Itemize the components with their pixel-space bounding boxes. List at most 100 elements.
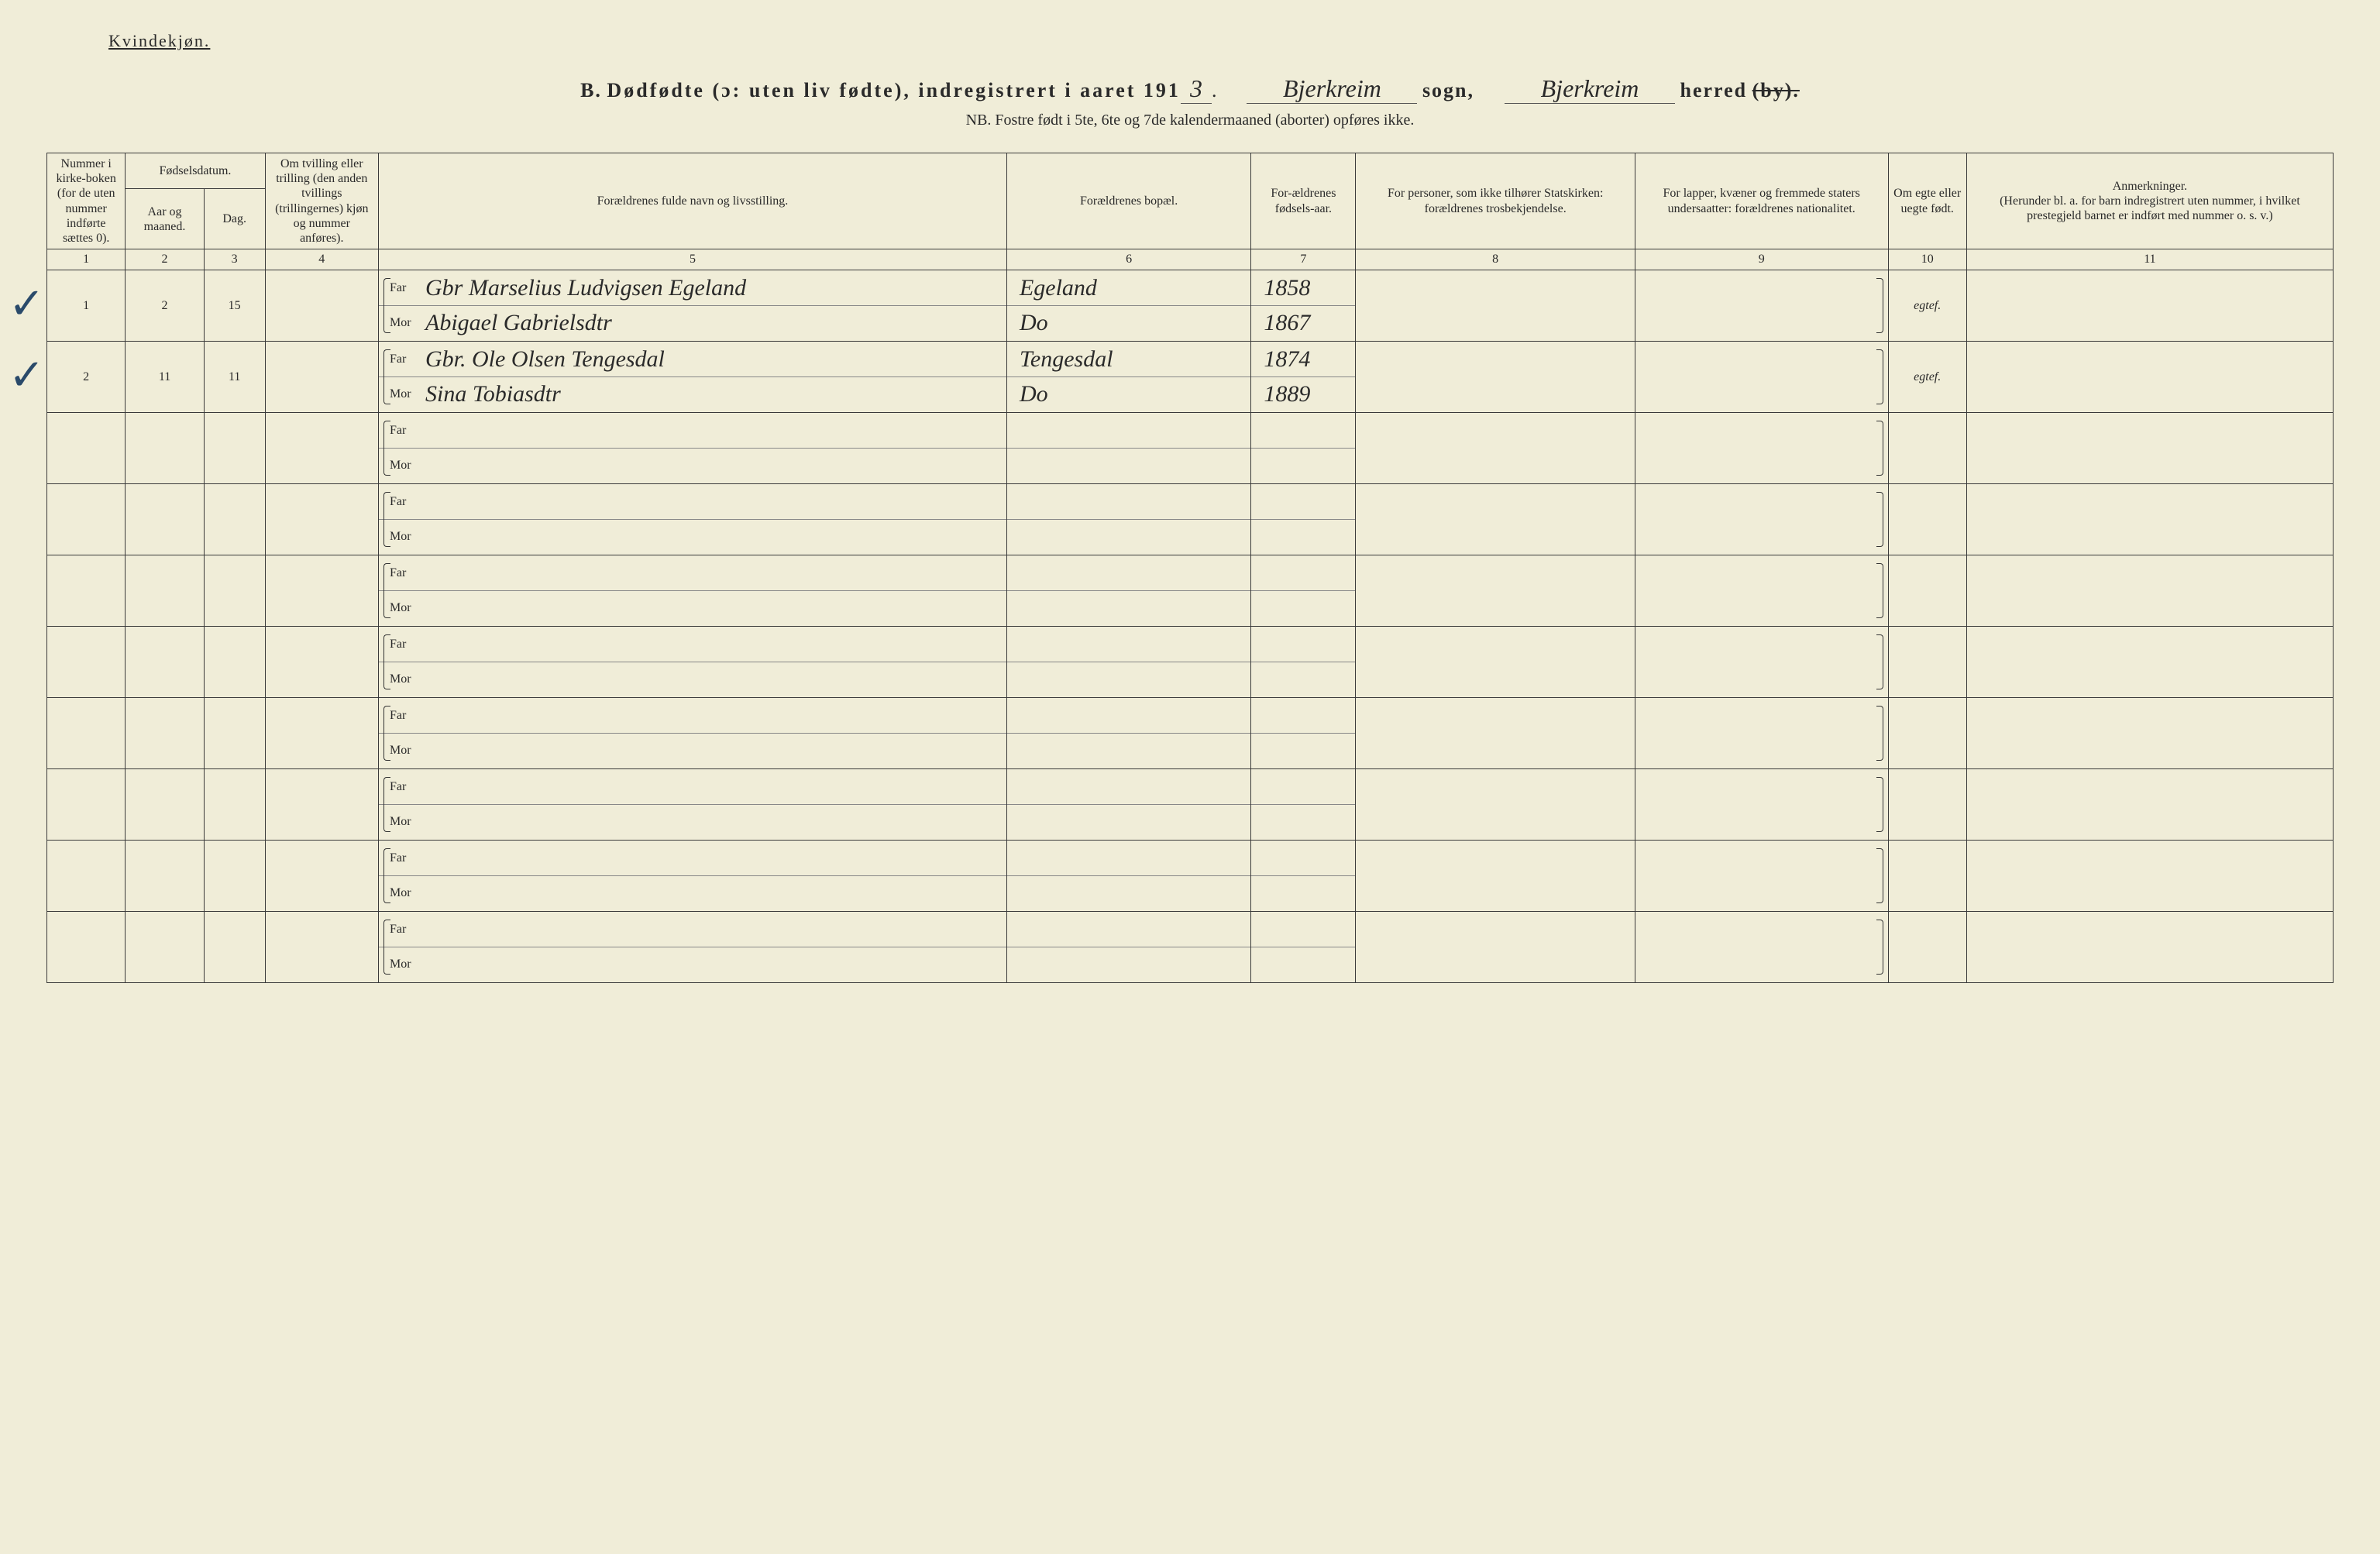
title-main: Dødfødte (ɔ: uten liv fødte), indregistr… xyxy=(607,79,1181,101)
mor-label: Mor xyxy=(383,459,418,473)
cell-day xyxy=(204,769,265,841)
cell-month xyxy=(126,698,204,769)
mother-name: Sina Tobiasdtr xyxy=(418,381,1002,407)
cell-parents: FarMor xyxy=(379,484,1007,555)
table-row: FarMor xyxy=(47,555,2334,627)
cell-residence xyxy=(1006,413,1250,484)
mor-label: Mor xyxy=(383,886,418,900)
far-label: Far xyxy=(383,495,418,509)
mother-year: 1867 xyxy=(1256,310,1350,336)
cell-legit xyxy=(1888,698,1966,769)
cell-legit xyxy=(1888,484,1966,555)
cell-residence xyxy=(1006,484,1250,555)
cell-number xyxy=(47,413,126,484)
remarks-title: Anmerkninger. xyxy=(2113,180,2187,193)
cell-residence xyxy=(1006,841,1250,912)
cell-legit xyxy=(1888,841,1966,912)
cell-parents: FarMor xyxy=(379,627,1007,698)
cell-birthyears xyxy=(1251,484,1356,555)
cell-religion xyxy=(1356,698,1635,769)
cell-day: 11 xyxy=(204,342,265,413)
cell-nationality xyxy=(1635,698,1888,769)
cell-legit xyxy=(1888,627,1966,698)
col-header-num: Nummer i kirke-boken (for de uten nummer… xyxy=(47,153,126,249)
colnum-6: 6 xyxy=(1006,249,1250,270)
cell-number xyxy=(47,698,126,769)
cell-day: 15 xyxy=(204,270,265,342)
cell-legit xyxy=(1888,769,1966,841)
cell-day xyxy=(204,555,265,627)
cell-birthyears xyxy=(1251,912,1356,983)
cell-month xyxy=(126,841,204,912)
cell-remarks xyxy=(1966,912,2333,983)
mor-label: Mor xyxy=(383,316,418,330)
cell-twin xyxy=(265,484,378,555)
far-label: Far xyxy=(383,851,418,865)
cell-nationality xyxy=(1635,912,1888,983)
cell-twin xyxy=(265,912,378,983)
father-place: Tengesdal xyxy=(1012,346,1246,373)
cell-number xyxy=(47,769,126,841)
cell-religion xyxy=(1356,484,1635,555)
cell-twin xyxy=(265,342,378,413)
cell-religion xyxy=(1356,912,1635,983)
col-header-remarks: Anmerkninger. (Herunder bl. a. for barn … xyxy=(1966,153,2333,249)
father-year: 1858 xyxy=(1256,275,1350,301)
mor-label: Mor xyxy=(383,601,418,615)
col-header-residence: Forældrenes bopæl. xyxy=(1006,153,1250,249)
cell-month xyxy=(126,413,204,484)
cell-nationality xyxy=(1635,270,1888,342)
cell-twin xyxy=(265,270,378,342)
cell-religion xyxy=(1356,627,1635,698)
table-row: FarMor xyxy=(47,912,2334,983)
form-title: B. Dødfødte (ɔ: uten liv fødte), indregi… xyxy=(46,74,2334,104)
cell-parents: FarMor xyxy=(379,698,1007,769)
cell-month xyxy=(126,484,204,555)
cell-number xyxy=(47,841,126,912)
table-body: ✓1215FarGbr Marselius Ludvigsen EgelandM… xyxy=(47,270,2334,983)
table-row: FarMor xyxy=(47,769,2334,841)
col-header-legit: Om egte eller uegte født. xyxy=(1888,153,1966,249)
cell-day xyxy=(204,841,265,912)
table-row: FarMor xyxy=(47,627,2334,698)
mor-label: Mor xyxy=(383,672,418,686)
colnum-5: 5 xyxy=(379,249,1007,270)
cell-nationality xyxy=(1635,484,1888,555)
mother-place: Do xyxy=(1012,310,1246,336)
cell-month xyxy=(126,912,204,983)
mother-name: Abigael Gabrielsdtr xyxy=(418,310,1002,336)
cell-remarks xyxy=(1966,413,2333,484)
row-number: 1 xyxy=(83,299,89,312)
cell-nationality xyxy=(1635,841,1888,912)
far-label: Far xyxy=(383,709,418,723)
cell-twin xyxy=(265,555,378,627)
cell-month xyxy=(126,769,204,841)
cell-religion xyxy=(1356,270,1635,342)
cell-remarks xyxy=(1966,484,2333,555)
cell-day xyxy=(204,698,265,769)
cell-month xyxy=(126,627,204,698)
cell-residence: TengesdalDo xyxy=(1006,342,1250,413)
col-header-religion: For personer, som ikke tilhører Statskir… xyxy=(1356,153,1635,249)
cell-day xyxy=(204,413,265,484)
cell-residence xyxy=(1006,698,1250,769)
gender-heading: Kvindekjøn. xyxy=(108,31,2334,51)
col-header-nationality: For lapper, kvæner og fremmede staters u… xyxy=(1635,153,1888,249)
cell-parents: FarMor xyxy=(379,413,1007,484)
table-row: FarMor xyxy=(47,698,2334,769)
far-label: Far xyxy=(383,780,418,794)
cell-remarks xyxy=(1966,555,2333,627)
cell-nationality xyxy=(1635,555,1888,627)
year-suffix: 3 xyxy=(1181,74,1212,104)
cell-twin xyxy=(265,627,378,698)
colnum-9: 9 xyxy=(1635,249,1888,270)
cell-parents: FarGbr Marselius Ludvigsen EgelandMorAbi… xyxy=(379,270,1007,342)
cell-number: ✓2 xyxy=(47,342,126,413)
cell-twin xyxy=(265,841,378,912)
title-prefix: B. xyxy=(580,79,602,101)
cell-legit xyxy=(1888,912,1966,983)
herred-value: Bjerkreim xyxy=(1505,74,1675,104)
cell-nationality xyxy=(1635,413,1888,484)
cell-legit: egtef. xyxy=(1888,270,1966,342)
far-label: Far xyxy=(383,923,418,937)
